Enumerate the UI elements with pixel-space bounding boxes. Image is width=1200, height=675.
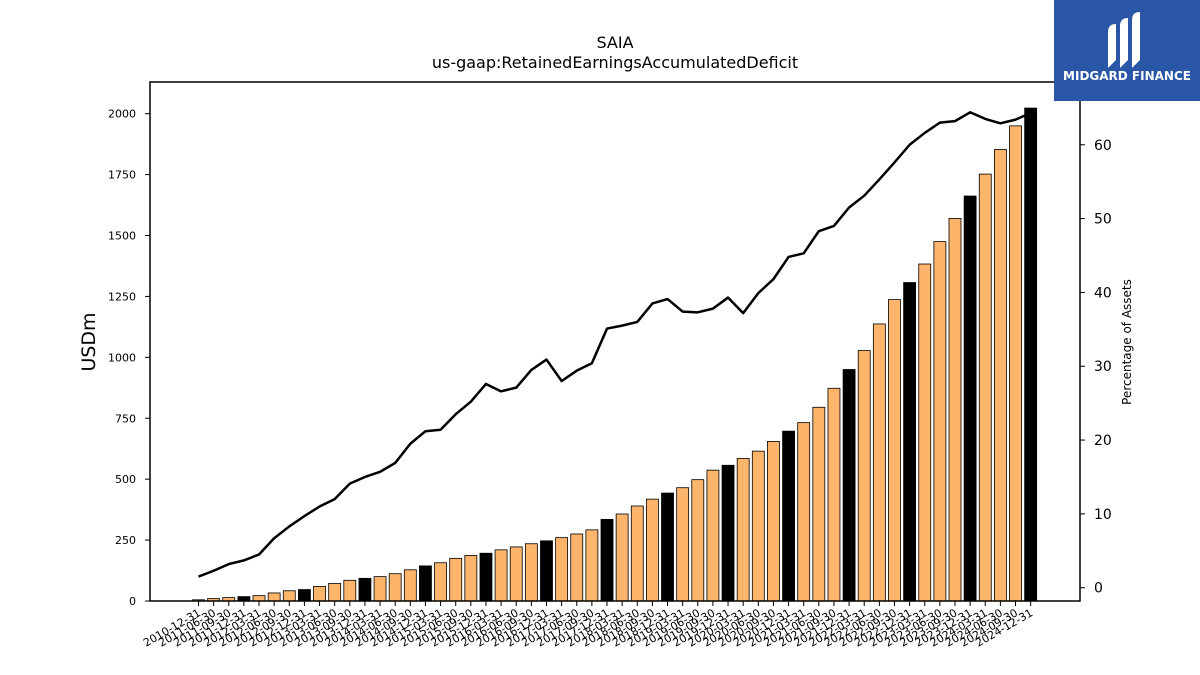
bar — [464, 555, 478, 602]
y-tick-label: 250 — [115, 534, 136, 547]
bar — [252, 595, 266, 602]
bar — [797, 422, 811, 602]
bar — [1009, 125, 1022, 602]
bar — [630, 505, 644, 602]
bar — [691, 479, 705, 602]
y2-tick-label: 0 — [1094, 581, 1103, 597]
y2-tick-label: 20 — [1094, 433, 1112, 449]
bar — [948, 218, 962, 602]
bar — [313, 585, 326, 602]
bar — [978, 173, 992, 602]
bar — [615, 513, 629, 602]
y-tick-label: 1000 — [108, 351, 136, 364]
y-axis-label: USDm — [78, 312, 100, 371]
bar — [479, 552, 493, 602]
bar — [282, 590, 296, 602]
bar — [373, 576, 387, 602]
bar — [706, 469, 720, 602]
bar — [358, 577, 372, 602]
bar — [993, 149, 1007, 602]
y2-axis-label: Percentage of Assets — [1120, 279, 1134, 405]
logo-mark-icon — [1108, 12, 1140, 68]
bar — [812, 406, 826, 602]
bar — [388, 573, 402, 602]
y2-tick-label: 30 — [1094, 359, 1112, 375]
bar — [509, 546, 523, 602]
bar — [767, 440, 780, 602]
bar — [403, 569, 417, 602]
bar — [298, 589, 311, 602]
y-tick-label: 500 — [115, 473, 136, 486]
bar — [872, 323, 886, 602]
bar — [933, 241, 947, 602]
bar — [570, 533, 584, 602]
bar — [827, 387, 841, 602]
bar — [494, 549, 508, 602]
bar — [888, 299, 901, 602]
y2-tick-label: 40 — [1094, 285, 1112, 301]
bar — [1024, 107, 1038, 602]
bar — [918, 263, 932, 602]
chart-title: SAIA — [596, 33, 633, 52]
chart-subtitle: us-gaap:RetainedEarningsAccumulatedDefic… — [432, 53, 798, 72]
y2-tick-label: 10 — [1094, 507, 1112, 523]
bar — [661, 492, 674, 602]
bar — [857, 350, 871, 602]
y-tick-label: 1250 — [108, 290, 136, 303]
bar — [343, 579, 357, 602]
bar — [782, 430, 795, 602]
bar — [434, 562, 447, 602]
y2-tick-label: 60 — [1094, 138, 1112, 154]
bar — [419, 565, 432, 602]
bar — [721, 464, 735, 602]
y-tick-label: 1500 — [108, 230, 136, 243]
bar — [963, 195, 977, 602]
bar — [555, 537, 569, 602]
bar — [736, 458, 750, 602]
bar — [751, 450, 765, 602]
bar — [449, 557, 463, 602]
y-tick-label: 750 — [115, 412, 136, 425]
bar — [842, 369, 856, 602]
percentage-of-assets-line — [198, 111, 1032, 578]
y-tick-label: 2000 — [108, 108, 136, 121]
y-tick-label: 0 — [129, 595, 136, 608]
logo-text: MIDGARD FINANCE — [1063, 69, 1191, 83]
bar — [540, 540, 553, 602]
plot-frame — [149, 81, 1081, 602]
bar — [585, 529, 599, 602]
bar — [328, 583, 342, 602]
y-tick-label: 1750 — [108, 169, 136, 182]
y2-tick-label: 50 — [1094, 212, 1112, 228]
brand-logo: MIDGARD FINANCE — [1054, 0, 1200, 101]
bar — [267, 592, 281, 602]
bar — [646, 498, 659, 602]
bar — [600, 518, 614, 602]
bar — [524, 543, 538, 602]
bar — [676, 487, 690, 602]
bar — [903, 282, 917, 602]
